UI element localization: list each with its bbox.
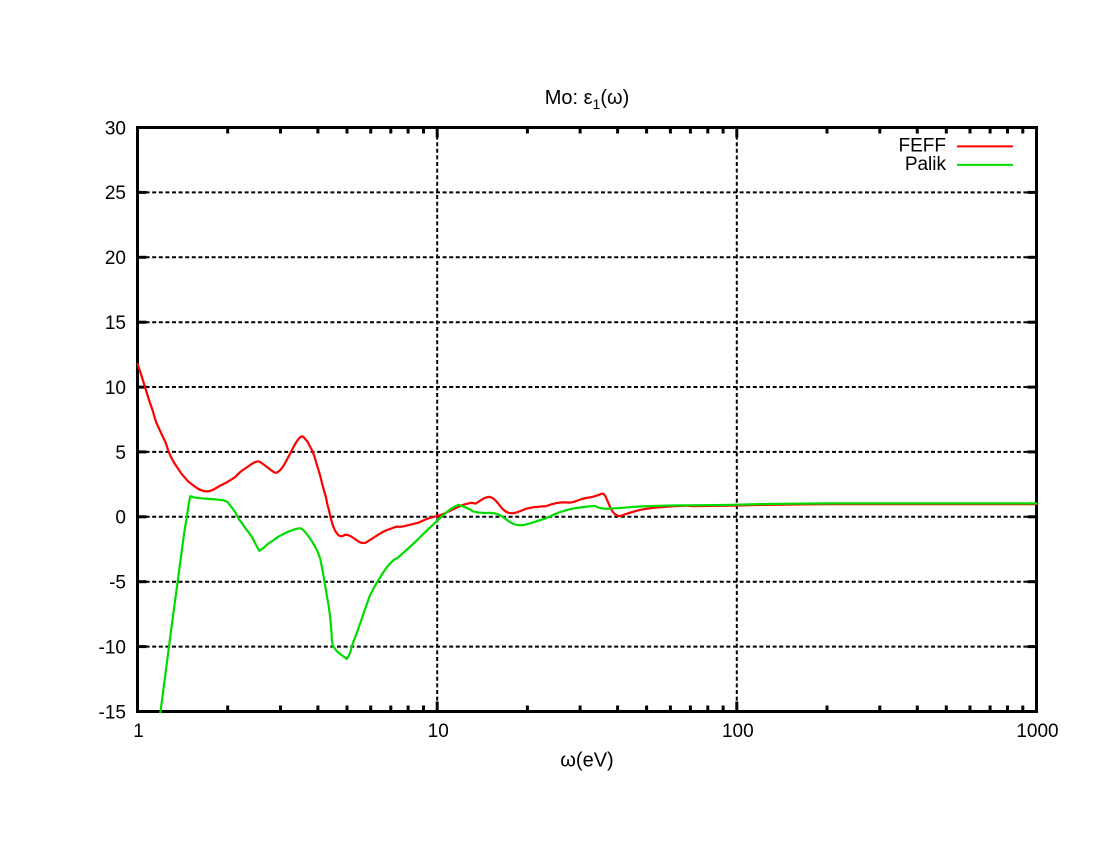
svg-text:-15: -15	[99, 702, 126, 723]
svg-text:25: 25	[105, 183, 126, 204]
svg-text:15: 15	[105, 313, 126, 334]
svg-text:10: 10	[428, 721, 449, 742]
svg-text:5: 5	[115, 443, 126, 464]
svg-text:1: 1	[133, 721, 144, 742]
svg-text:100: 100	[722, 721, 754, 742]
svg-text:FEFF: FEFF	[899, 136, 947, 157]
svg-text:Palik: Palik	[905, 154, 947, 175]
svg-text:10: 10	[105, 378, 126, 399]
svg-text:ω(eV): ω(eV)	[560, 750, 613, 772]
svg-text:-10: -10	[99, 638, 126, 659]
svg-text:1000: 1000	[1016, 721, 1058, 742]
svg-text:0: 0	[115, 508, 126, 529]
svg-text:20: 20	[105, 248, 126, 269]
svg-text:Mo: ε1(ω): Mo: ε1(ω)	[545, 87, 630, 112]
svg-text:-5: -5	[109, 573, 126, 594]
svg-text:30: 30	[105, 118, 126, 139]
